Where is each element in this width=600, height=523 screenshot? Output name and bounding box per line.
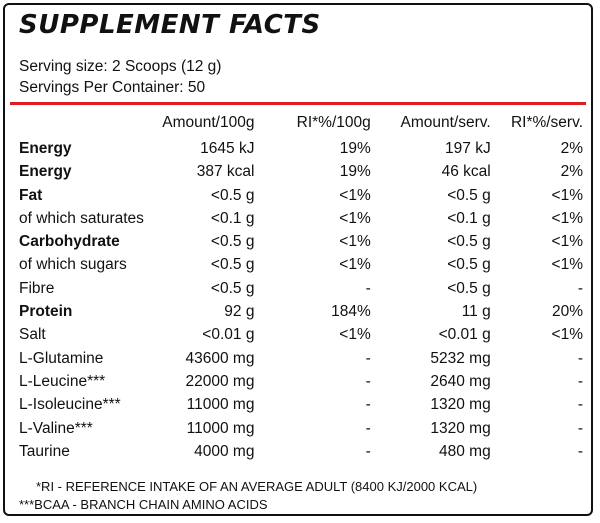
column-header: RI*%/100g [296,114,371,132]
table-row: Fat <0.5 g <1% <0.5 g <1% [19,184,583,207]
ri-percent-per-100g: - [365,419,371,437]
nutrition-table: Amount/100g RI*%/100g Amount/serv. RI*%/… [19,109,583,463]
nutrient-name: L-Valine*** [19,419,93,437]
table-row: L-Glutamine 43600 mg - 5232 mg - [19,347,583,370]
serving-size: Serving size: 2 Scoops (12 g) [19,58,222,75]
amount-per-serving: 480 mg [439,442,491,460]
table-row: of which sugars <0.5 g <1% <0.5 g <1% [19,253,583,276]
table-row: L-Isoleucine*** 11000 mg - 1320 mg - [19,393,583,416]
red-divider [10,102,586,105]
table-row: of which saturates <0.1 g <1% <0.1 g <1% [19,207,583,230]
amount-per-serving: 11 g [461,303,491,321]
amount-per-100g: 92 g [224,303,255,321]
nutrient-name: Fibre [19,279,55,297]
ri-percent-per-100g: - [365,396,371,414]
amount-per-serving: 1320 mg [430,396,491,414]
ri-percent-per-100g: <1% [339,186,371,204]
amount-per-100g: 22000 mg [185,372,255,390]
ri-percent-per-serving: - [577,442,583,460]
ri-percent-per-100g: <1% [339,233,371,251]
header-row: Amount/100g RI*%/100g Amount/serv. RI*%/… [19,109,583,137]
ri-percent-per-serving: - [577,396,583,414]
nutrient-name: of which saturates [19,209,144,227]
amount-per-serving: <0.5 g [447,279,491,297]
serving-info: Serving size: 2 Scoops (12 g) Servings P… [19,56,221,98]
amount-per-serving: <0.01 g [438,326,491,344]
table-row: Energy 1645 kJ 19% 197 kJ 2% [19,137,583,160]
table-row: Fibre <0.5 g - <0.5 g - [19,277,583,300]
amount-per-100g: <0.5 g [210,233,255,251]
ri-percent-per-serving: <1% [551,186,583,204]
nutrient-name: Salt [19,326,46,344]
amount-per-100g: <0.01 g [202,326,255,344]
nutrient-name: L-Leucine*** [19,372,106,390]
amount-per-serving: 197 kJ [445,140,491,157]
nutrient-name: Fat [19,186,43,204]
nutrient-name: L-Glutamine [19,349,104,367]
amount-per-100g: <0.5 g [210,256,255,274]
amount-per-100g: 43600 mg [185,349,255,367]
amount-per-serving: <0.5 g [447,186,491,204]
ri-percent-per-serving: <1% [551,233,583,251]
amount-per-serving: <0.5 g [447,256,491,274]
column-header: Amount/serv. [400,114,491,132]
ri-percent-per-serving: 20% [551,303,583,321]
nutrient-name: Protein [19,303,73,321]
table-row: Taurine 4000 mg - 480 mg - [19,440,583,463]
footnote-ri: *RI - REFERENCE INTAKE OF AN AVERAGE ADU… [36,479,478,494]
table-row: Energy 387 kcal 19% 46 kcal 2% [19,160,583,183]
amount-per-100g: 11000 mg [186,396,255,414]
ri-percent-per-serving: <1% [551,256,583,274]
amount-per-100g: 387 kcal [196,163,255,181]
amount-per-100g: <0.1 g [210,209,255,227]
amount-per-100g: 4000 mg [194,442,255,460]
table-row: Carbohydrate <0.5 g <1% <0.5 g <1% [19,230,583,253]
amount-per-serving: <0.5 g [447,233,491,251]
ri-percent-per-100g: 19% [339,140,371,157]
amount-per-serving: 46 kcal [441,163,491,181]
ri-percent-per-serving: <1% [551,209,583,227]
supplement-facts-panel: SUPPLEMENT FACTS Serving size: 2 Scoops … [3,3,593,516]
amount-per-100g: 11000 mg [186,419,255,437]
nutrient-name: L-Isoleucine*** [19,396,121,414]
panel-title: SUPPLEMENT FACTS [19,10,321,40]
amount-per-100g: <0.5 g [210,279,255,297]
column-header [19,109,144,137]
nutrient-name: Energy [19,163,72,181]
servings-per-container: Servings Per Container: 50 [19,79,206,96]
footnote-bcaa: ***BCAA - BRANCH CHAIN AMINO ACIDS [19,497,268,512]
ri-percent-per-100g: 19% [339,163,371,181]
ri-percent-per-100g: <1% [339,326,371,344]
amount-per-serving: 1320 mg [430,419,491,437]
amount-per-serving: 2640 mg [430,372,491,390]
ri-percent-per-serving: 2% [560,163,583,181]
amount-per-serving: <0.1 g [447,209,491,227]
nutrient-name: of which sugars [19,256,127,274]
table-row: L-Leucine*** 22000 mg - 2640 mg - [19,370,583,393]
ri-percent-per-100g: - [365,349,371,367]
nutrient-name: Taurine [19,442,70,460]
ri-percent-per-serving: - [577,279,583,297]
ri-percent-per-100g: <1% [339,209,371,227]
column-header: RI*%/serv. [510,114,583,132]
amount-per-serving: 5232 mg [430,349,491,367]
table-row: Salt <0.01 g <1% <0.01 g <1% [19,323,583,346]
ri-percent-per-100g: <1% [339,256,371,274]
ri-percent-per-100g: - [365,442,371,460]
ri-percent-per-serving: - [577,419,583,437]
amount-per-100g: 1645 kJ [200,140,255,157]
ri-percent-per-serving: - [577,349,583,367]
ri-percent-per-serving: <1% [551,326,583,344]
amount-per-100g: <0.5 g [210,186,255,204]
ri-percent-per-serving: 2% [560,140,583,157]
table-row: Protein 92 g 184% 11 g 20% [19,300,583,323]
ri-percent-per-100g: - [365,279,371,297]
nutrient-name: Carbohydrate [19,233,120,251]
ri-percent-per-100g: 184% [331,303,371,321]
nutrient-name: Energy [19,140,72,157]
ri-percent-per-serving: - [577,372,583,390]
table-row: L-Valine*** 11000 mg - 1320 mg - [19,417,583,440]
column-header: Amount/100g [162,114,255,132]
ri-percent-per-100g: - [365,372,371,390]
